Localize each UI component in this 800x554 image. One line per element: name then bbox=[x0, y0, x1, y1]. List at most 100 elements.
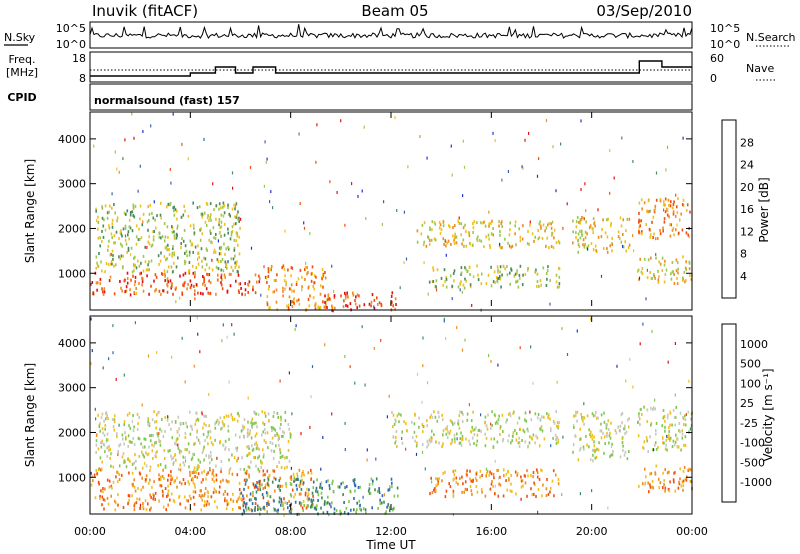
scatter-cell bbox=[236, 459, 238, 463]
scatter-speck bbox=[344, 355, 346, 358]
scatter-cell bbox=[461, 490, 463, 494]
scatter-cell bbox=[188, 482, 191, 486]
scatter-cell bbox=[203, 256, 205, 260]
scatter-cell bbox=[102, 498, 105, 502]
scatter-cell bbox=[273, 427, 275, 431]
scatter-cell bbox=[122, 452, 125, 456]
scatter-cell bbox=[183, 281, 186, 285]
scatter-cell bbox=[101, 287, 103, 291]
scatter-cell bbox=[243, 478, 246, 482]
scatter-cell bbox=[267, 476, 269, 480]
scatter-cell bbox=[681, 203, 684, 206]
scatter-speck bbox=[115, 377, 117, 381]
scatter-cell bbox=[669, 423, 671, 427]
scatter-cell bbox=[680, 212, 682, 216]
scatter-cell bbox=[180, 246, 182, 249]
scatter-cell bbox=[672, 210, 675, 214]
scatter-speck bbox=[175, 300, 177, 304]
scatter-cell bbox=[153, 230, 155, 233]
cpid-program: normalsound (fast) 157 bbox=[94, 94, 240, 107]
scatter-cell bbox=[128, 424, 130, 428]
scatter-cell bbox=[190, 458, 193, 462]
scatter-cell bbox=[446, 427, 448, 431]
scatter-speck bbox=[445, 253, 447, 257]
scatter-cell bbox=[277, 508, 279, 512]
scatter-cell bbox=[602, 218, 604, 222]
scatter-cell bbox=[503, 474, 505, 478]
scatter-cell bbox=[651, 276, 653, 280]
scatter-cell bbox=[133, 478, 135, 482]
scatter-cell bbox=[491, 423, 493, 427]
velocity-colorbar-label: Velocity [m s⁻¹] bbox=[761, 368, 775, 461]
scatter-speck bbox=[445, 337, 447, 340]
scatter-cell bbox=[219, 440, 222, 443]
colorbar-tick-label: 24 bbox=[740, 159, 754, 172]
scatter-cell bbox=[214, 489, 217, 493]
scatter-speck bbox=[456, 437, 458, 441]
scatter-cell bbox=[439, 231, 442, 235]
scatter-cell bbox=[288, 287, 291, 291]
scatter-cell bbox=[659, 199, 662, 203]
scatter-cell bbox=[400, 413, 402, 417]
scatter-cell bbox=[664, 468, 666, 472]
scatter-cell bbox=[202, 275, 204, 278]
scatter-cell bbox=[684, 435, 687, 439]
scatter-cell bbox=[360, 508, 362, 512]
scatter-cell bbox=[188, 261, 191, 264]
scatter-cell bbox=[214, 438, 216, 442]
scatter-cell bbox=[607, 428, 610, 431]
scatter-cell bbox=[209, 281, 212, 285]
scatter-cell bbox=[142, 485, 144, 489]
scatter-speck bbox=[560, 142, 562, 146]
scatter-cell bbox=[266, 431, 269, 435]
scatter-cell bbox=[164, 487, 167, 490]
scatter-cell bbox=[295, 283, 298, 286]
scatter-cell bbox=[513, 274, 516, 278]
scatter-cell bbox=[320, 485, 322, 489]
scatter-cell bbox=[457, 419, 460, 423]
scatter-cell bbox=[282, 286, 284, 290]
scatter-cell bbox=[453, 241, 456, 245]
scatter-cell bbox=[182, 422, 185, 425]
scatter-cell bbox=[154, 497, 156, 501]
scatter-cell bbox=[491, 219, 493, 223]
scatter-cell bbox=[138, 237, 141, 241]
scatter-cell bbox=[432, 268, 435, 272]
scatter-cell bbox=[128, 494, 131, 498]
scatter-speck bbox=[297, 475, 299, 479]
scatter-cell bbox=[555, 241, 558, 245]
scatter-cell bbox=[248, 473, 250, 477]
scatter-cell bbox=[144, 499, 147, 503]
scatter-cell bbox=[671, 423, 673, 427]
scatter-cell bbox=[684, 414, 686, 418]
scatter-cell bbox=[654, 206, 656, 210]
scatter-cell bbox=[359, 507, 361, 511]
scatter-cell bbox=[594, 224, 596, 228]
scatter-cell bbox=[96, 288, 98, 292]
scatter-cell bbox=[317, 493, 320, 497]
scatter-cell bbox=[438, 220, 441, 224]
scatter-speck bbox=[685, 413, 687, 416]
scatter-cell bbox=[453, 269, 456, 273]
scatter-cell bbox=[271, 442, 274, 446]
scatter-cell bbox=[115, 501, 117, 505]
scatter-cell bbox=[576, 419, 578, 423]
scatter-cell bbox=[491, 480, 493, 484]
scatter-cell bbox=[578, 245, 581, 248]
scatter-cell bbox=[284, 274, 286, 278]
scatter-cell bbox=[434, 487, 436, 490]
scatter-cell bbox=[222, 201, 225, 205]
scatter-cell bbox=[637, 421, 639, 424]
scatter-cell bbox=[431, 228, 433, 232]
scatter-cell bbox=[208, 424, 210, 428]
scatter-cell bbox=[302, 508, 304, 512]
scatter-cell bbox=[579, 236, 582, 240]
scatter-cell bbox=[147, 228, 149, 232]
scatter-cell bbox=[220, 234, 222, 238]
scatter-cell bbox=[526, 427, 529, 431]
scatter-cell bbox=[423, 240, 425, 244]
scatter-cell bbox=[490, 426, 492, 430]
scatter-cell bbox=[285, 482, 287, 486]
scatter-speck bbox=[501, 178, 503, 182]
scatter-cell bbox=[415, 435, 418, 439]
